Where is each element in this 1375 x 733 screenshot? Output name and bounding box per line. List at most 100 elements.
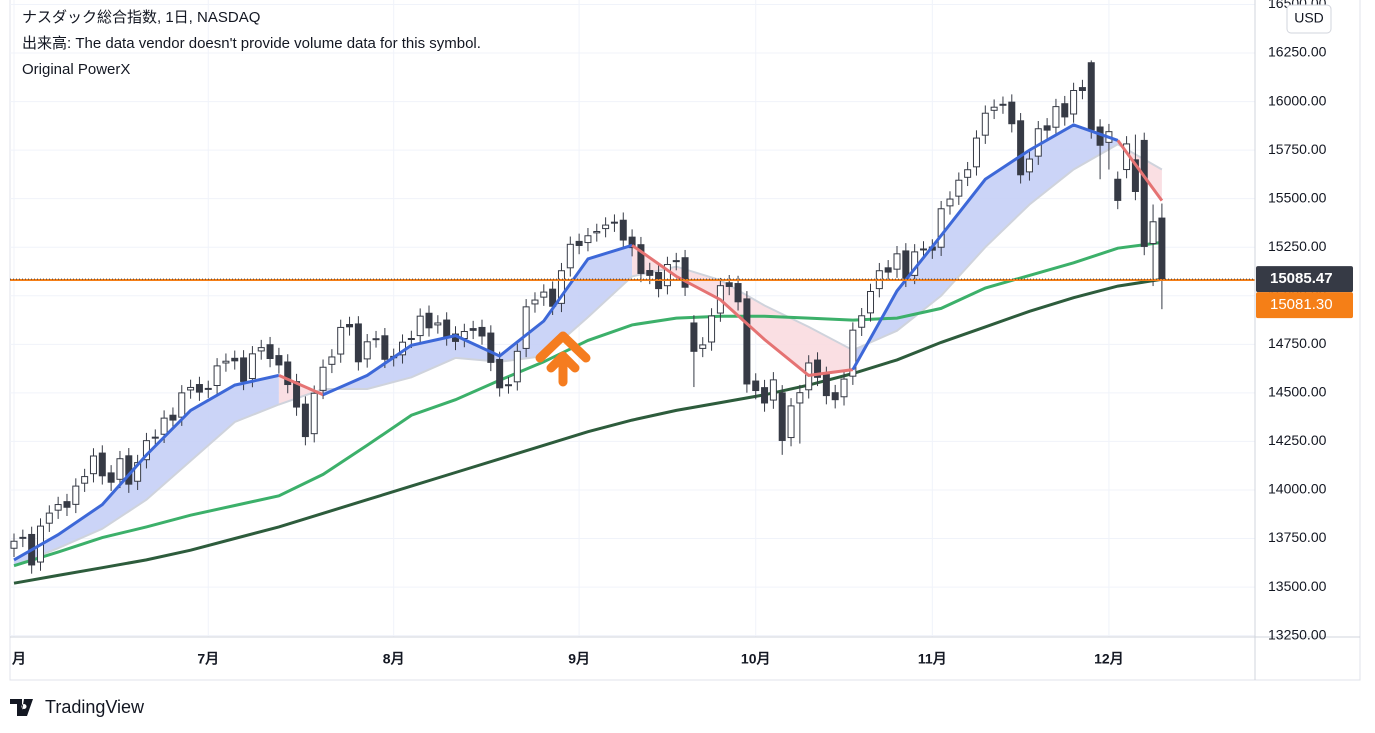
candle-body [646,270,654,276]
candle-body [98,452,106,477]
candle-body [1043,125,1051,131]
candle-body [725,282,733,287]
candle-body [761,387,769,404]
candle-body [637,244,645,274]
candle-body [796,392,804,404]
candle-body [301,403,309,438]
y-tick-label: 15250.00 [1268,238,1327,254]
candle-body [822,373,830,397]
candle-body [204,387,212,390]
candle-body [63,501,71,508]
candle-body [743,298,751,385]
y-tick-label: 13250.00 [1268,626,1327,642]
candle-body [946,198,954,207]
candle-body [416,315,424,337]
candle-body [434,322,442,326]
candle-body [116,458,124,480]
y-tick-label: 15750.00 [1268,141,1327,157]
x-tick-label: 11月 [918,651,947,667]
candle-body [257,347,265,352]
y-tick-label: 13500.00 [1268,578,1327,594]
candle-body [990,106,998,111]
candle-body [849,329,857,377]
candle-body [496,358,504,389]
candle-body [195,384,203,393]
candle-body [407,338,415,341]
candle-body [628,236,636,249]
candle-body [831,392,839,401]
candle-body [284,361,292,386]
candle-body [1087,62,1095,131]
candle-body [125,455,133,485]
tradingview-logo [10,699,33,716]
candle-body [690,322,698,352]
footer-brand: TradingView [45,697,145,717]
y-tick-label: 16000.00 [1268,92,1327,108]
candle-body [354,323,362,363]
candle-body [1114,178,1122,201]
candle-body [178,392,186,418]
fast-line [13,373,280,562]
volume-note: 出来高: The data vendor doesn't provide vol… [22,35,481,52]
fast-line [851,123,1119,371]
x-tick-label: 7月 [197,651,219,667]
fast-line [322,243,633,397]
candle-body [699,344,707,349]
candle-body [708,315,716,343]
candle-body [1140,139,1148,247]
candle-body [593,230,601,234]
candle-body [222,360,230,364]
x-tick-label: 10月 [741,651,771,667]
candle-body [89,455,97,475]
candle-body [381,335,389,360]
candle-body [187,386,195,391]
candle-body [328,356,336,365]
candle-body [443,319,451,338]
candle-body [1158,217,1166,280]
candle-body [610,221,618,224]
candle-body [540,291,548,298]
candle-body [858,315,866,328]
x-tick-label: 9月 [568,651,590,667]
candle-body [363,341,371,360]
candle-body [884,267,892,273]
candle-body [602,224,610,230]
candle-body [867,291,875,314]
currency-box[interactable] [1286,4,1332,34]
candle-body [584,235,592,244]
candle-body [425,312,433,329]
candle-body [1008,101,1016,125]
candle-body [787,405,795,439]
y-tick-label: 14250.00 [1268,432,1327,448]
candle-body [1052,106,1060,128]
price-line-label: 15081.30 [1270,296,1333,313]
fast-line [631,244,854,377]
candle-body [522,306,530,349]
candle-body [964,169,972,178]
candle-body [1131,159,1139,192]
candle-body [45,512,53,524]
candle-body [240,357,248,382]
candle-body [778,392,786,441]
candle-body [266,344,274,360]
candle-body [504,384,512,387]
candle-body [972,137,980,168]
candle-body [769,379,777,401]
candle-body [213,365,221,387]
buy-signal-arrow [535,331,591,387]
candle-body [752,380,760,392]
candle-body [1025,158,1033,173]
candle-body [469,328,477,331]
candle-body [107,472,115,483]
chart-frame [9,0,1361,681]
y-tick-label: 14500.00 [1268,384,1327,400]
y-tick-label: 14000.00 [1268,481,1327,497]
chart-title: ナスダック総合指数, 1日, NASDAQ [22,9,260,26]
candle-body [672,260,680,263]
candle-body [663,264,671,287]
candle-body [814,359,822,378]
candle-body [619,219,627,241]
currency[interactable]: USD [1294,10,1324,26]
